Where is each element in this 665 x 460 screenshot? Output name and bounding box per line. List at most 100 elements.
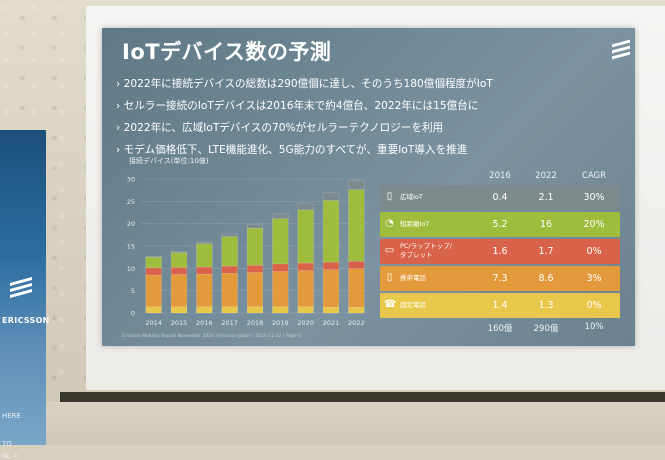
bar-segment: [170, 251, 188, 253]
bullet-text-1: 2022年に接続デバイスの総数は290億個に達し、そのうち180億個程度がIoT: [123, 78, 493, 90]
cell-cagr: 20%: [583, 219, 605, 230]
cell-2016: 5.2: [492, 219, 508, 230]
bar-segment: [196, 241, 213, 244]
screen-bottom-frame: [60, 392, 665, 402]
x-tick-label: 2022: [348, 319, 365, 327]
cell-2022: 1.7: [538, 246, 554, 257]
bullet-item: › セルラー接続のIoTデバイスは2016年末で約4億台、2022年には15億台…: [116, 95, 493, 117]
cell-2022: 2.1: [538, 192, 554, 203]
bar-segment: [272, 271, 289, 307]
bar-segment: [221, 233, 238, 237]
mobile-phone-icon: ▯: [386, 272, 393, 283]
cell-cagr: 30%: [583, 192, 605, 203]
cell-2016: 0.4: [492, 192, 508, 203]
cell-cagr: 3%: [586, 273, 602, 284]
bar-segment: [322, 261, 340, 270]
bar-segment: [348, 268, 365, 308]
bar-segment: [348, 306, 365, 314]
cell-2022: 16: [539, 219, 553, 230]
bar-segment: [272, 218, 289, 265]
bullet-item: › 2022年に接続デバイスの総数は290億個に達し、そのうち180億個程度がI…: [116, 73, 493, 95]
table-row: ◔ 短距離IoT 5.2 16 20%: [380, 212, 620, 237]
ericsson-banner-logo-icon: [10, 277, 32, 298]
cell-2022: 1.3: [538, 300, 554, 311]
row-label: 短距離IoT: [400, 220, 430, 228]
y-tick-label: 5: [131, 287, 135, 295]
bar-segment: [145, 306, 162, 314]
bar-segment: [297, 209, 314, 264]
cell-2022: 8.6: [538, 273, 554, 284]
bar-segment: [145, 256, 162, 258]
bullet-text-3: 2022年に、広域IoTデバイスの70%がセルラーテクノロジーを利用: [123, 122, 444, 134]
x-tick-label: 2017: [221, 319, 238, 327]
bar-segment: [348, 180, 365, 190]
bar-segment: [170, 274, 188, 307]
table-totals: 160億 290億 10%: [380, 322, 620, 336]
bar-segment: [196, 266, 213, 275]
cell-2016: 1.6: [492, 246, 508, 257]
bar-segment: [348, 189, 365, 262]
bar-segment: [322, 269, 340, 308]
bar-segment: [297, 203, 314, 211]
bar-segment: [221, 273, 238, 307]
x-tick-label: 2014: [145, 319, 162, 327]
cell-2016: 1.4: [492, 300, 508, 311]
table-row: ▭ PC/ラップトップ/タブレット 1.6 1.7 0%: [380, 239, 620, 264]
bar-segment: [322, 306, 340, 314]
table-row: ▯ 広域IoT 0.4 2.1 30%: [380, 185, 620, 210]
x-tick-label: 2016: [196, 319, 213, 327]
bar-segment: [246, 224, 264, 229]
banner-line-1: HERE: [2, 412, 21, 420]
slide-title: IoTデバイス数の予測: [122, 40, 332, 64]
room-floor: [0, 402, 665, 445]
fixed-phone-icon: ☎: [384, 299, 397, 310]
bar-segment: [272, 306, 289, 314]
total-2022: 290億: [533, 324, 559, 334]
short-range-iot-icon: ◔: [385, 218, 394, 229]
bar-segment: [297, 306, 314, 314]
cell-cagr: 0%: [586, 246, 602, 257]
bullet-marker: ›: [116, 144, 121, 156]
slide-footnote: Ericsson Mobility Report November 2016 |…: [122, 334, 302, 339]
bar-segment: [272, 263, 289, 272]
bar-segment: [297, 270, 314, 307]
bar-segment: [196, 273, 213, 307]
bar-segment: [348, 260, 365, 269]
table-row: ☎ 固定電話 1.4 1.3 0%: [380, 293, 620, 318]
bar-segment: [196, 306, 213, 314]
bar-segment: [322, 192, 340, 201]
presentation-slide: IoTデバイス数の予測 › 2022年に接続デバイスの総数は290億個に達し、そ…: [102, 28, 635, 346]
bar-segment: [145, 267, 162, 276]
row-label: PC/ラップトップ/タブレット: [400, 242, 452, 259]
header-cagr: CAGR: [581, 171, 607, 181]
bullet-marker: ›: [116, 122, 121, 134]
ericsson-logo-icon: [612, 39, 630, 60]
x-tick-label: 2019: [272, 319, 289, 327]
banner-line-2: TO: [2, 440, 12, 448]
x-tick-label: 2020: [297, 319, 314, 327]
row-label: 固定電話: [400, 301, 426, 309]
bar-segment: [145, 256, 162, 269]
bullet-text-4: モデム価格低下、LTE機能進化、5G能力のすべてが、重要IoT導入を推進: [123, 144, 468, 156]
y-tick-label: 20: [127, 220, 135, 228]
banner-brand: ERICSSON: [2, 316, 50, 325]
header-2016: 2016: [489, 171, 511, 181]
bar-segment: [221, 236, 238, 267]
bar-segment: [170, 267, 188, 275]
header-2022: 2022: [535, 171, 557, 181]
bullet-item: › モデム価格低下、LTE機能進化、5G能力のすべてが、重要IoT導入を推進: [116, 139, 493, 161]
cell-cagr: 0%: [586, 300, 602, 311]
bar-segment: [246, 272, 264, 307]
y-tick-label: 10: [127, 265, 135, 273]
row-label: 携帯電話: [400, 274, 426, 282]
bar-segment: [246, 306, 264, 314]
bar-segment: [322, 200, 340, 263]
total-cagr: 10%: [584, 322, 604, 332]
wide-area-iot-icon: ▯: [386, 191, 393, 202]
bar-segment: [196, 243, 213, 268]
bar-segment: [246, 265, 264, 273]
ericsson-banner: ERICSSON HERE TO AL ∞: [0, 130, 49, 460]
y-tick-label: 30: [127, 176, 135, 184]
x-tick-label: 2021: [323, 319, 340, 327]
banner-line-3: AL ∞: [2, 452, 19, 460]
